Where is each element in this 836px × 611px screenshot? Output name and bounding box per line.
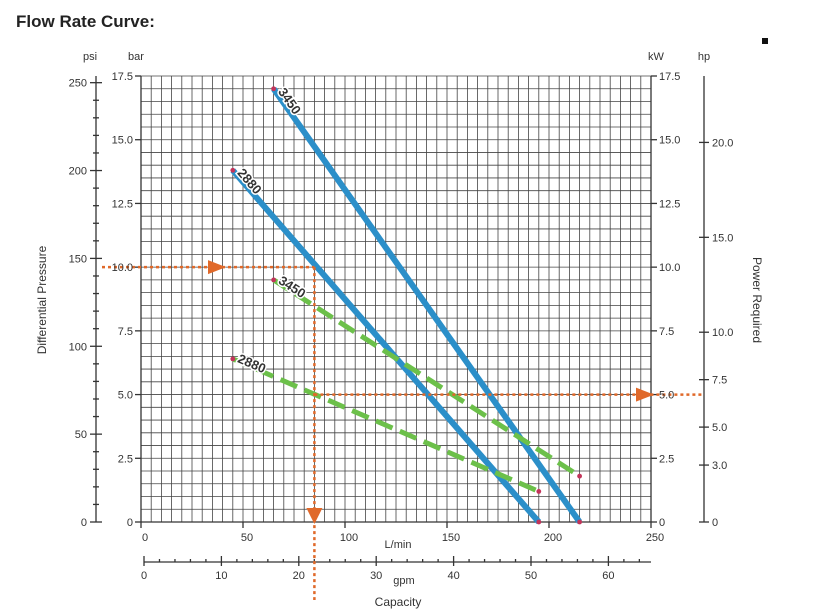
lmin-axis-label: L/min bbox=[385, 539, 412, 551]
chart-guides bbox=[102, 260, 702, 600]
lmin-tick-label: 100 bbox=[340, 532, 358, 544]
page-title: Flow Rate Curve: bbox=[16, 12, 155, 31]
psi-tick-label: 0 bbox=[81, 517, 87, 529]
hp-tick-label: 7.5 bbox=[712, 375, 727, 387]
curve-end-marker bbox=[577, 519, 582, 525]
gpm-tick-label: 30 bbox=[370, 570, 382, 582]
power-curve-3450 bbox=[272, 277, 581, 479]
bar-tick-label: 0 bbox=[127, 517, 133, 529]
flow-guide-arrow bbox=[306, 508, 323, 524]
curve-end-marker bbox=[230, 167, 236, 173]
psi-tick-label: 150 bbox=[69, 253, 87, 265]
y-axis-title-left: Differential Pressure bbox=[35, 245, 49, 354]
bar-tick-label: 15.0 bbox=[112, 135, 133, 147]
bar-tick-label: 12.5 bbox=[112, 198, 133, 210]
curve-end-marker bbox=[536, 519, 542, 525]
pressure-curve-2880 bbox=[230, 168, 542, 524]
kw-tick-label: 7.5 bbox=[659, 326, 674, 338]
kw-tick-label: 5.0 bbox=[659, 390, 674, 402]
gpm-tick-label: 10 bbox=[215, 570, 227, 582]
hp-tick-label: 20.0 bbox=[712, 137, 733, 149]
chart-axes bbox=[90, 75, 709, 566]
x-axis-title: Capacity bbox=[375, 595, 422, 609]
lmin-tick-label: 200 bbox=[544, 532, 562, 544]
lmin-tick-label: 150 bbox=[442, 532, 460, 544]
lmin-tick-label: 250 bbox=[646, 532, 664, 544]
hp-tick-label: 0 bbox=[712, 517, 718, 529]
kw-tick-label: 15.0 bbox=[659, 135, 680, 147]
lmin-tick-label: 0 bbox=[142, 532, 148, 544]
hp-axis-label: hp bbox=[698, 51, 710, 63]
kw-axis-label: kW bbox=[648, 51, 665, 63]
hp-tick-label: 5.0 bbox=[712, 422, 727, 434]
psi-tick-label: 50 bbox=[75, 429, 87, 441]
kw-tick-label: 12.5 bbox=[659, 198, 680, 210]
power-guide-arrow bbox=[636, 387, 654, 402]
chart-series bbox=[230, 86, 583, 525]
power-curve-2880 bbox=[231, 356, 540, 494]
gpm-tick-label: 60 bbox=[602, 570, 614, 582]
gpm-tick-label: 40 bbox=[447, 570, 459, 582]
corner-marker bbox=[762, 38, 768, 44]
pressure-guide-arrow bbox=[208, 260, 226, 275]
bar-axis-label: bar bbox=[128, 51, 144, 63]
kw-tick-label: 2.5 bbox=[659, 453, 674, 465]
bar-tick-label: 10.0 bbox=[112, 262, 133, 274]
curve-end-marker bbox=[230, 356, 236, 362]
lmin-tick-label: 50 bbox=[241, 532, 253, 544]
curve-end-marker bbox=[271, 277, 276, 283]
curve-end-marker bbox=[536, 489, 542, 494]
hp-tick-label: 10.0 bbox=[712, 327, 733, 339]
chart-labels: 02.55.07.510.012.515.017.5bar05010015020… bbox=[35, 51, 764, 609]
hp-tick-label: 15.0 bbox=[712, 232, 733, 244]
psi-tick-label: 200 bbox=[69, 166, 87, 178]
y-axis-title-right: Power Required bbox=[750, 257, 764, 343]
curve-end-marker bbox=[577, 473, 582, 479]
bar-tick-label: 5.0 bbox=[118, 390, 133, 402]
psi-tick-label: 100 bbox=[69, 341, 87, 353]
bar-tick-label: 2.5 bbox=[118, 453, 133, 465]
bar-tick-label: 17.5 bbox=[112, 71, 133, 83]
curve-end-marker bbox=[271, 86, 276, 92]
kw-tick-label: 10.0 bbox=[659, 262, 680, 274]
gpm-axis-label: gpm bbox=[393, 575, 414, 587]
kw-tick-label: 0 bbox=[659, 517, 665, 529]
bar-tick-label: 7.5 bbox=[118, 326, 133, 338]
pressure-curve-3450 bbox=[271, 87, 583, 524]
gpm-tick-label: 50 bbox=[525, 570, 537, 582]
kw-tick-label: 17.5 bbox=[659, 71, 680, 83]
hp-tick-label: 3.0 bbox=[712, 460, 727, 472]
gpm-tick-label: 0 bbox=[141, 570, 147, 582]
psi-axis-label: psi bbox=[83, 51, 97, 63]
gpm-tick-label: 20 bbox=[293, 570, 305, 582]
psi-tick-label: 250 bbox=[69, 78, 87, 90]
chart-grid bbox=[140, 75, 652, 523]
